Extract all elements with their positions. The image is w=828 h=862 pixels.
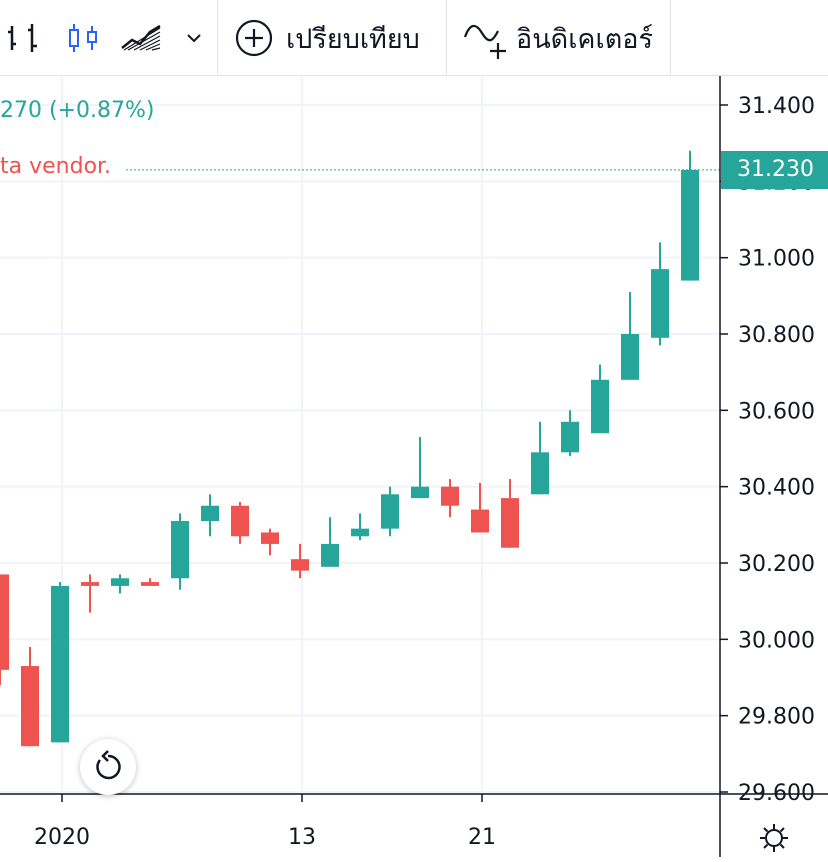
candles-icon — [69, 24, 97, 52]
area-chart-button[interactable] — [118, 10, 168, 66]
price-axis-label: 29.600 — [738, 781, 815, 806]
candle[interactable] — [51, 582, 69, 743]
data-vendor-note: ta vendor. — [0, 154, 112, 179]
candle-body — [201, 505, 219, 522]
price-change-legend: 270 (+0.87%) — [0, 98, 155, 123]
toolbar-divider — [217, 0, 218, 76]
candle-body — [441, 486, 459, 506]
plus-circle-icon — [235, 19, 273, 57]
candle-body — [381, 494, 399, 529]
candle[interactable] — [0, 574, 9, 686]
candle[interactable] — [231, 501, 249, 544]
candle-body — [351, 528, 369, 537]
indicators-icon — [463, 24, 506, 59]
candle[interactable] — [591, 364, 609, 434]
chart-type-dropdown[interactable] — [182, 10, 212, 66]
chart-toolbar: เปรียบเทียบ อินดิเคเตอร์ — [0, 0, 828, 76]
bars-icon — [8, 24, 37, 52]
candle[interactable] — [201, 494, 219, 537]
candle-body — [171, 521, 189, 579]
candle[interactable] — [501, 479, 519, 548]
candle-body — [21, 666, 39, 747]
candle[interactable] — [441, 479, 459, 518]
bars-chart-button[interactable] — [4, 10, 48, 66]
candle-body — [681, 169, 699, 281]
price-axis-label: 30.200 — [738, 552, 815, 577]
candle[interactable] — [561, 410, 579, 457]
candle[interactable] — [351, 513, 369, 541]
candle[interactable] — [621, 292, 639, 380]
candle[interactable] — [681, 150, 699, 281]
candle-body — [291, 559, 309, 571]
reset-chart-button[interactable] — [80, 739, 136, 795]
price-axis-label: 31.400 — [738, 94, 815, 119]
candle-body — [651, 269, 669, 338]
chevron-down-icon — [187, 34, 201, 43]
candle-body — [141, 582, 159, 586]
candle[interactable] — [411, 437, 429, 499]
candle-body — [51, 585, 69, 743]
price-axis-label: 30.400 — [738, 476, 815, 501]
candle-body — [411, 486, 429, 499]
time-axis-label: 2020 — [34, 825, 90, 850]
time-axis-label: 21 — [468, 825, 496, 850]
price-axis-label: 29.800 — [738, 705, 815, 730]
candle[interactable] — [321, 517, 339, 567]
price-axis-label: 30.600 — [738, 399, 815, 424]
candle-body — [231, 505, 249, 537]
candle-body — [531, 452, 549, 495]
candle[interactable] — [651, 242, 669, 346]
candle[interactable] — [291, 543, 309, 579]
price-axis-label: 30.000 — [738, 628, 815, 653]
candle[interactable] — [261, 528, 279, 556]
sun-gear-icon — [760, 824, 788, 852]
candle-body — [471, 509, 489, 533]
candle-body — [261, 532, 279, 544]
price-axis-label: 31.000 — [738, 247, 815, 272]
candle-body — [501, 498, 519, 548]
candle[interactable] — [21, 646, 39, 747]
candle-body — [621, 334, 639, 380]
candles-chart-button[interactable] — [64, 10, 108, 66]
candle[interactable] — [381, 486, 399, 537]
candle-body — [591, 379, 609, 434]
compare-label: เปรียบเทียบ — [286, 23, 420, 54]
time-axis-label: 13 — [288, 825, 316, 850]
candle[interactable] — [111, 574, 129, 594]
price-chart[interactable]: 31.40031.20031.00030.80030.60030.40030.2… — [0, 76, 828, 857]
toolbar-divider — [446, 0, 447, 76]
indicators-button[interactable]: อินดิเคเตอร์ — [462, 10, 653, 66]
indicators-label: อินดิเคเตอร์ — [516, 23, 653, 54]
price-axis-label: 30.800 — [738, 323, 815, 348]
toolbar-divider — [670, 0, 671, 76]
candle-body — [111, 578, 129, 586]
compare-button[interactable]: เปรียบเทียบ — [234, 10, 420, 66]
candle[interactable] — [141, 578, 159, 586]
candle[interactable] — [171, 513, 189, 590]
candle[interactable] — [81, 574, 99, 613]
area-icon — [121, 24, 161, 51]
chart-canvas[interactable]: 31.40031.20031.00030.80030.60030.40030.2… — [0, 76, 828, 857]
last-price-tag: 31.230 — [721, 150, 828, 189]
rotate-ccw-icon — [96, 750, 121, 780]
chart-settings-button[interactable] — [752, 816, 796, 860]
candle-body — [81, 582, 99, 586]
candle-body — [561, 421, 579, 453]
candle-body — [321, 543, 339, 567]
candle[interactable] — [471, 482, 489, 533]
candle-body — [0, 574, 9, 670]
candle[interactable] — [531, 421, 549, 495]
